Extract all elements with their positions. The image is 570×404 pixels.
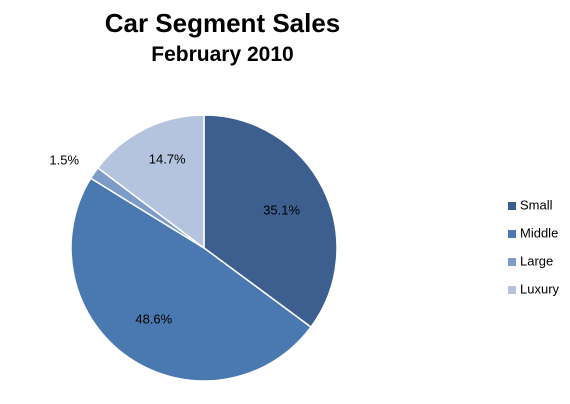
legend-label-small: Small	[520, 197, 553, 212]
legend-label-luxury: Luxury	[520, 281, 560, 296]
chart-subtitle: February 2010	[151, 43, 294, 66]
legend-swatch-large	[508, 258, 516, 266]
data-label-middle: 48.6%	[135, 312, 172, 327]
legend-swatch-middle	[508, 230, 516, 238]
data-label-luxury: 14.7%	[149, 152, 186, 167]
pie-slice-small	[203, 114, 338, 329]
chart-title: Car Segment Sales	[104, 8, 341, 38]
legend-swatch-luxury	[508, 286, 516, 294]
data-label-large: 1.5%	[49, 152, 79, 167]
pie-slice-labels: 35.1% 48.6% 1.5% 14.7%	[49, 152, 300, 327]
legend-swatch-small	[508, 202, 516, 210]
legend: Small Middle Large Luxury	[508, 197, 560, 296]
pie-slice-middle	[70, 177, 312, 382]
data-label-small: 35.1%	[263, 202, 300, 217]
legend-label-large: Large	[520, 253, 553, 268]
pie-slices	[70, 114, 338, 382]
legend-label-middle: Middle	[520, 225, 558, 240]
pie-slice-luxury	[96, 114, 205, 250]
